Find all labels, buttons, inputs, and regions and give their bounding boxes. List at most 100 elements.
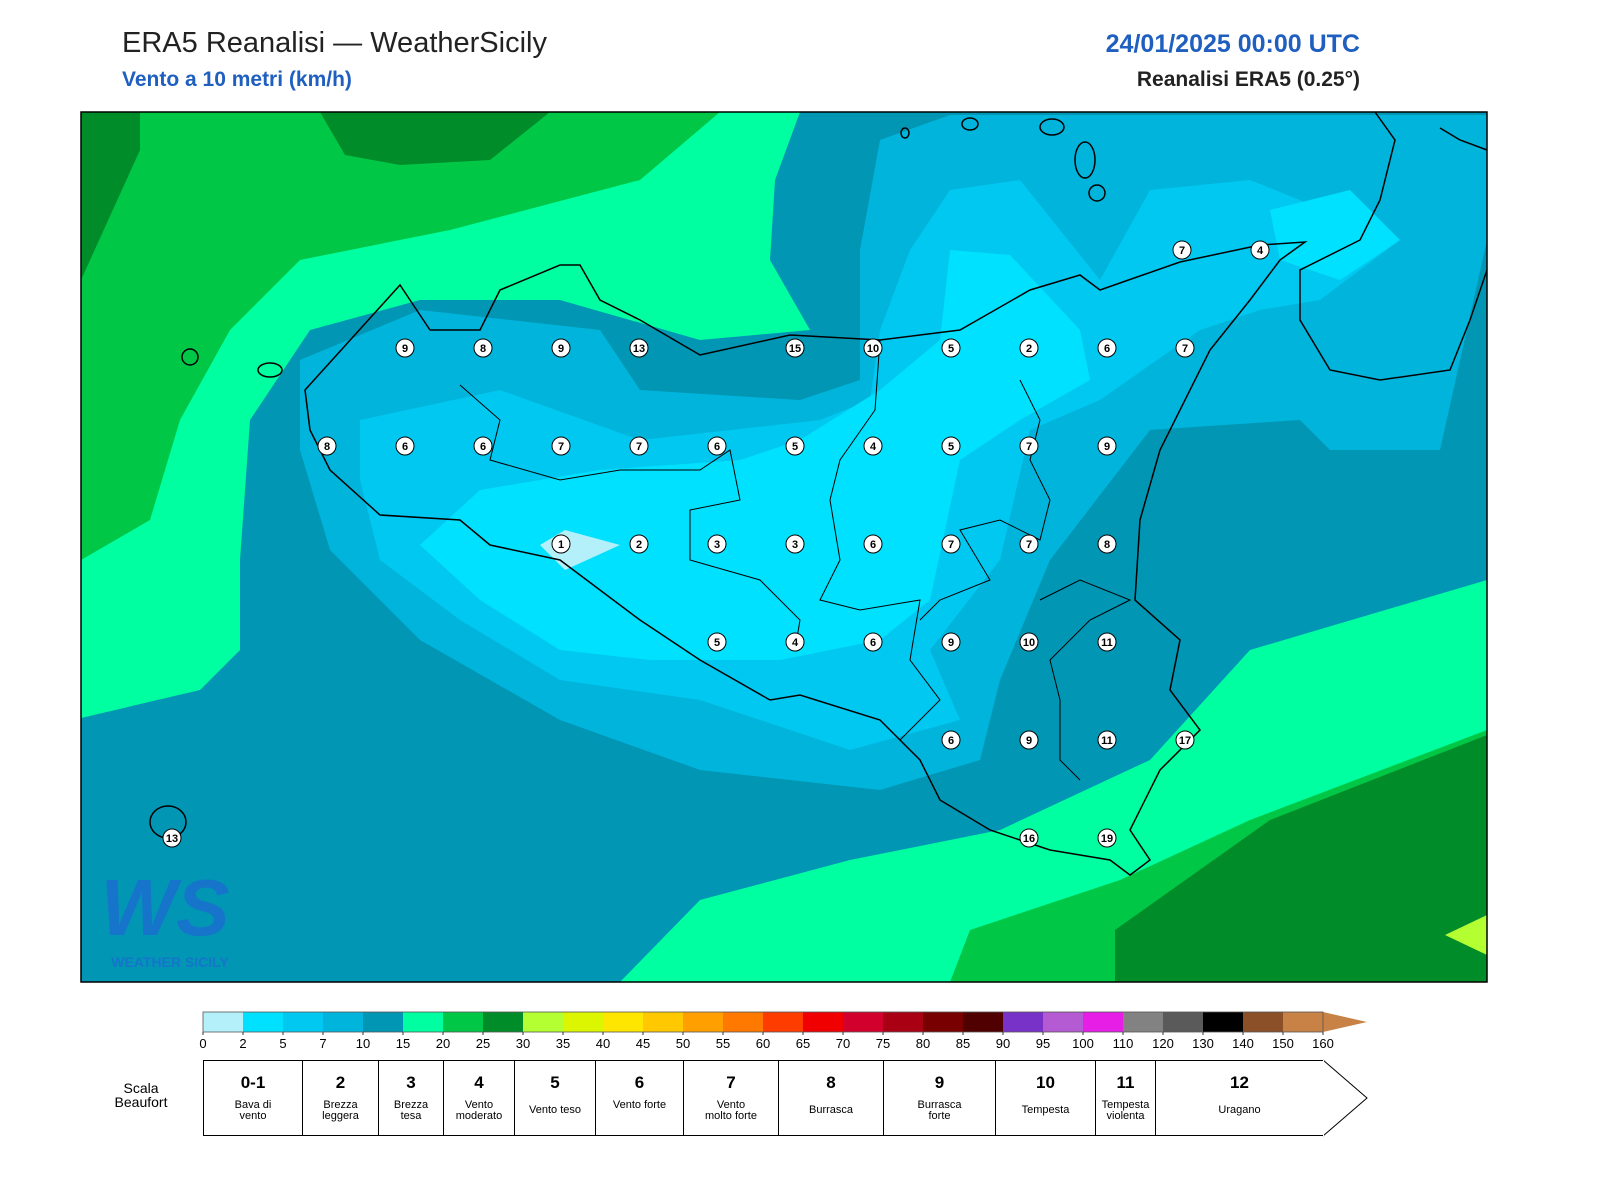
beaufort-force: 10 — [1036, 1073, 1055, 1092]
beaufort-name: Tempesta violenta — [1101, 1099, 1150, 1122]
station-marker — [863, 436, 883, 456]
station-value: 13 — [166, 833, 178, 845]
colorbar-segment — [283, 1012, 323, 1032]
source: Reanalisi ERA5 (0.25°) — [1137, 68, 1360, 91]
beaufort-force: 5 — [550, 1073, 560, 1092]
station-value: 11 — [1101, 735, 1113, 747]
beaufort-level: 9 Burrasca forte — [883, 1060, 995, 1136]
station-marker — [941, 338, 961, 358]
station-marker — [395, 338, 415, 358]
station-marker — [1019, 436, 1039, 456]
station-marker — [1097, 534, 1117, 554]
colorbar-segment — [323, 1012, 363, 1032]
station-value: 19 — [1101, 833, 1113, 845]
station-marker — [785, 436, 805, 456]
date: 24/01/2025 00:00 UTC — [1106, 30, 1360, 58]
beaufort-name: Vento moderato — [455, 1099, 503, 1122]
beaufort-force: 9 — [934, 1073, 945, 1092]
station-value: 10 — [1023, 637, 1035, 649]
station-marker — [473, 436, 493, 456]
station-value: 5 — [714, 637, 720, 649]
station-value: 7 — [558, 441, 564, 453]
station-marker — [1097, 338, 1117, 358]
station-marker — [395, 436, 415, 456]
colorbar-segment — [1163, 1012, 1203, 1032]
title: ERA5 Reanalisi — WeatherSicily — [122, 27, 547, 59]
beaufort-force: 2 — [335, 1073, 346, 1092]
beaufort-name: Bava di vento — [234, 1099, 272, 1122]
beaufort-level: 12 Uragano — [1155, 1060, 1323, 1136]
colorbar-segment — [883, 1012, 923, 1032]
contour — [1270, 190, 1400, 280]
station-value: 16 — [1023, 833, 1035, 845]
station-marker — [1250, 240, 1270, 260]
colorbar-segment — [1083, 1012, 1123, 1032]
beaufort-force: 4 — [474, 1073, 484, 1092]
beaufort-name: Vento molto forte — [705, 1099, 757, 1122]
colorbar-tick-label: 95 — [1036, 1036, 1050, 1051]
colorbar-tick-label: 7 — [319, 1036, 326, 1051]
station-value: 15 — [789, 343, 801, 355]
colorbar-tick-label: 85 — [956, 1036, 970, 1051]
colorbar-segment — [1283, 1012, 1323, 1032]
station-marker — [707, 436, 727, 456]
station-value: 6 — [480, 441, 486, 453]
station-marker — [629, 338, 649, 358]
beaufort-level: 7 Vento molto forte — [683, 1060, 778, 1136]
beaufort-level: 0-1 Bava di vento — [203, 1060, 302, 1136]
beaufort-name: Brezza tesa — [393, 1099, 429, 1122]
colorbar-tick-label: 40 — [596, 1036, 610, 1051]
colorbar-segment — [923, 1012, 963, 1032]
logo-text: WEATHER SICILY — [111, 954, 229, 970]
colorbar-segment — [523, 1012, 563, 1032]
station-marker — [941, 730, 961, 750]
colorbar-segment — [1243, 1012, 1283, 1032]
station-marker — [1175, 730, 1195, 750]
station-value: 7 — [1179, 245, 1185, 257]
colorbar-segment — [403, 1012, 443, 1032]
station-value: 6 — [402, 441, 408, 453]
station-value: 3 — [792, 539, 798, 551]
colorbar-segment — [643, 1012, 683, 1032]
beaufort-label: Scala Beaufort — [115, 1080, 168, 1110]
station-marker — [162, 828, 182, 848]
station-marker — [707, 534, 727, 554]
station-marker — [941, 534, 961, 554]
station-marker — [1097, 828, 1117, 848]
station-marker — [941, 436, 961, 456]
station-value: 1 — [558, 539, 564, 551]
colorbar-tick-label: 120 — [1152, 1036, 1174, 1051]
station-value: 13 — [633, 343, 645, 355]
colorbar-tick-label: 30 — [516, 1036, 530, 1051]
colorbar-segment — [803, 1012, 843, 1032]
station-value: 5 — [792, 441, 798, 453]
beaufort-name: Burrasca — [808, 1104, 854, 1116]
beaufort-level: 5 Vento teso — [514, 1060, 595, 1136]
colorbar-arrow — [1323, 1012, 1367, 1032]
station-marker — [1097, 632, 1117, 652]
colorbar-tick-label: 2 — [239, 1036, 246, 1051]
contour — [320, 112, 550, 165]
colorbar-segment — [1003, 1012, 1043, 1032]
colorbar-segment — [483, 1012, 523, 1032]
beaufort-force: 8 — [826, 1073, 836, 1092]
station-value: 9 — [1104, 441, 1110, 453]
station-value: 2 — [636, 539, 642, 551]
colorbar-tick-label: 80 — [916, 1036, 930, 1051]
beaufort-name: Uragano — [1218, 1104, 1261, 1116]
logo-mark: WS — [101, 863, 230, 952]
beaufort-name: Vento teso — [529, 1104, 581, 1116]
station-marker — [941, 632, 961, 652]
colorbar-tick-label: 60 — [756, 1036, 770, 1051]
colorbar-segment — [1123, 1012, 1163, 1032]
map-frame — [80, 111, 1488, 983]
beaufort-force: 11 — [1116, 1073, 1135, 1092]
colorbar-tick-label: 150 — [1272, 1036, 1294, 1051]
beaufort-level: 11 Tempesta violenta — [1095, 1060, 1155, 1136]
contour — [81, 112, 720, 560]
colorbar-segment — [563, 1012, 603, 1032]
station-marker — [317, 436, 337, 456]
station-marker — [1019, 534, 1039, 554]
station-marker — [1097, 436, 1117, 456]
